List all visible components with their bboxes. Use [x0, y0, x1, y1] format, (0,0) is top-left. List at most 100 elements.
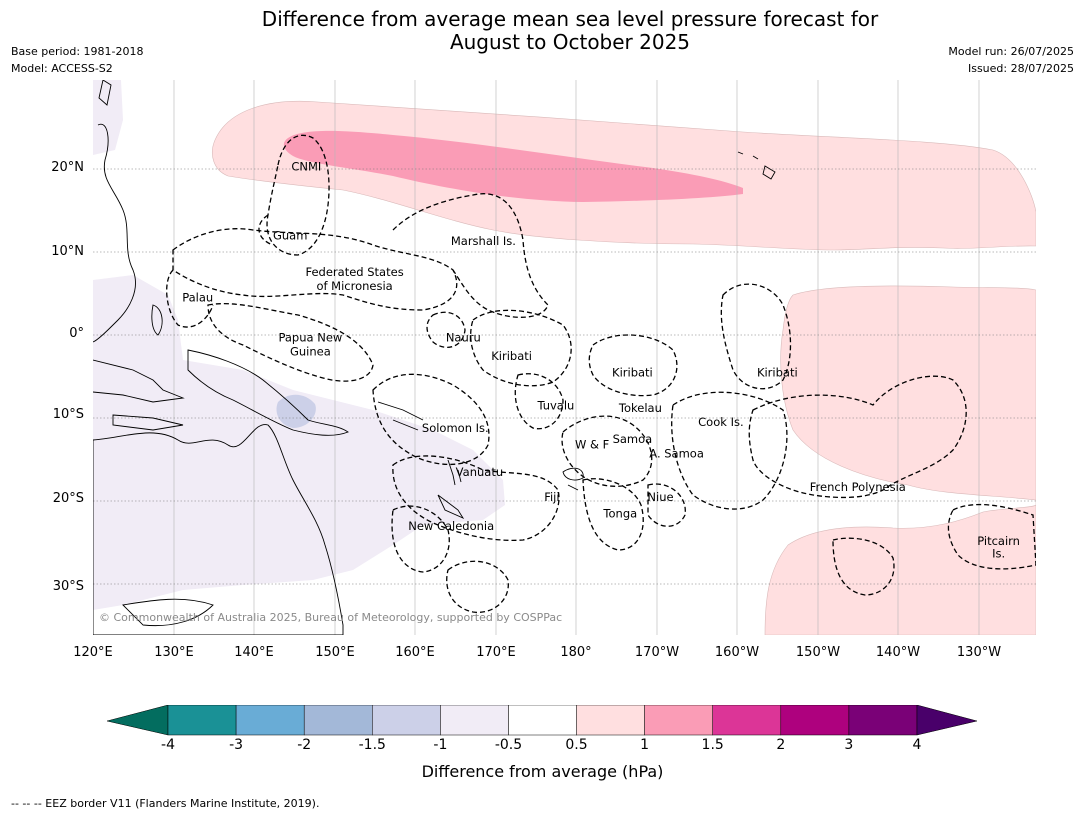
anomaly-pink-band-region — [283, 130, 743, 202]
anomaly-light-pink-east-region — [764, 285, 1036, 635]
vanuatu-islands — [447, 459, 462, 486]
new-guinea-coast — [187, 349, 349, 436]
base-period: Base period: 1981-2018 — [11, 45, 144, 58]
eez-new-caledonia — [391, 505, 450, 573]
lat-label-20s: 20°S — [52, 491, 84, 506]
colorbar-tick-label: 3 — [844, 737, 854, 753]
place-label: A. Samoa — [649, 447, 704, 461]
lon-label-160w: 160°W — [714, 645, 760, 660]
eez-cook-islands — [671, 391, 788, 510]
colorbar-swatch — [576, 705, 645, 736]
philippines-coast — [93, 123, 136, 343]
lon-label-170w: 170°W — [634, 645, 680, 660]
lat-label-20n: 20°N — [51, 160, 84, 175]
colorbar-swatch — [235, 705, 305, 736]
lat-label-10s: 10°S — [52, 407, 84, 422]
colorbar-tick-label: -1 — [433, 737, 448, 753]
colorbar-tick-label: -4 — [161, 737, 175, 753]
model-name: Model: ACCESS-S2 — [11, 62, 113, 75]
eez-micronesia — [172, 228, 458, 311]
colorbar-swatch — [644, 705, 713, 736]
issued-date: Issued: 28/07/2025 — [967, 62, 1074, 75]
eez-guam — [258, 214, 274, 246]
lon-label-170e: 170°E — [476, 645, 516, 660]
colorbar-swatches — [167, 705, 918, 736]
anomaly-lavender-blue-region — [276, 394, 316, 428]
place-label: Marshall Is. — [451, 234, 516, 248]
meta-left: Base period: 1981-2018 Model: ACCESS-S2 — [11, 43, 143, 77]
colorbar-swatch — [440, 705, 509, 736]
eez-tokelau-samoa-wallis — [561, 415, 653, 487]
model-run: Model run: 26/07/2025 — [948, 45, 1074, 58]
lon-label-150w: 150°W — [795, 645, 841, 660]
place-label: CNMI — [291, 160, 321, 174]
map-title: Difference from average mean sea level p… — [0, 8, 1085, 54]
meta-right: Model run: 26/07/2025 Issued: 28/07/2025 — [948, 43, 1074, 77]
lon-label-140e: 140°E — [234, 645, 274, 660]
colorbar-swatch — [848, 705, 918, 736]
eez-borders — [166, 134, 1036, 613]
map-panel: CNMI Guam Marshall Is. Federated States of M… — [93, 80, 1036, 635]
eez-kiribati-gilbert — [470, 309, 572, 387]
coastlines — [93, 80, 776, 635]
colorbar-tick-label: 4 — [912, 737, 922, 753]
title-line-2: August to October 2025 — [449, 30, 691, 54]
colorbar-swatch — [372, 705, 441, 736]
eez-vanuatu-fiji — [392, 455, 560, 541]
eez-french-polynesia — [748, 375, 967, 499]
place-label: Samoa — [613, 432, 653, 446]
copyright-notice: © Commonwealth of Australia 2025, Bureau… — [99, 611, 562, 624]
colorbar-label: Difference from average (hPa) — [421, 762, 664, 781]
place-label: French Polynesia — [810, 480, 906, 494]
lon-label-120e: 120°E — [73, 645, 113, 660]
colorbar-swatch — [780, 705, 850, 736]
eez-kiribati-line — [720, 283, 792, 390]
title-line-1: Difference from average mean sea level p… — [261, 7, 879, 31]
anomaly-light-lavender-region — [93, 80, 505, 610]
eez-kermadec — [832, 537, 895, 596]
eez-footnote: -- -- -- EEZ border V11 (Flanders Marine… — [11, 797, 320, 810]
eez-marshall — [392, 193, 549, 318]
eez-norfolk — [446, 560, 509, 613]
place-label: Palau — [182, 291, 213, 305]
colorbar-under-triangle — [107, 705, 169, 736]
australia-coast — [93, 424, 344, 635]
eez-tonga-niue — [582, 478, 686, 551]
place-label: Papua New — [278, 331, 342, 345]
place-label: Kiribati — [757, 365, 798, 379]
new-caledonia-island — [437, 494, 465, 520]
place-label: Tokelau — [618, 401, 662, 415]
eez-cnmi — [266, 134, 330, 256]
colorbar-tick-label: 0.5 — [565, 737, 588, 753]
place-label: Niue — [647, 490, 673, 504]
place-label: Tuvalu — [536, 399, 574, 413]
place-label: Tonga — [602, 507, 637, 521]
lat-label-30s: 30°S — [52, 579, 84, 594]
eez-pitcairn — [947, 503, 1036, 570]
place-label: New Caledonia — [408, 519, 494, 533]
indonesia-islands — [93, 304, 185, 431]
colorbar-over-triangle — [916, 705, 978, 736]
colorbar-swatch — [508, 705, 577, 736]
place-label: Kiribati — [491, 349, 532, 363]
colorbar-swatch — [167, 705, 237, 736]
place-label: of Micronesia — [316, 279, 392, 293]
lat-label-10n: 10°N — [51, 244, 84, 259]
place-label: Fiji — [544, 490, 559, 504]
place-label: Nauru — [446, 331, 481, 345]
colorbar-tick-label: 2 — [776, 737, 786, 753]
lon-label-140w: 140°W — [875, 645, 921, 660]
colorbar — [107, 705, 978, 736]
place-label: Guinea — [290, 345, 331, 359]
place-label: Guam — [273, 228, 307, 242]
eez-png — [207, 302, 374, 382]
lon-label-160e: 160°E — [395, 645, 435, 660]
lat-label-0: 0° — [69, 326, 84, 341]
place-label: Kiribati — [612, 365, 653, 379]
place-label: Vanuatu — [456, 465, 503, 479]
place-label: Cook Is. — [698, 415, 743, 429]
place-label: Solomon Is. — [422, 421, 489, 435]
colorbar-tick-label: 1.5 — [701, 737, 724, 753]
